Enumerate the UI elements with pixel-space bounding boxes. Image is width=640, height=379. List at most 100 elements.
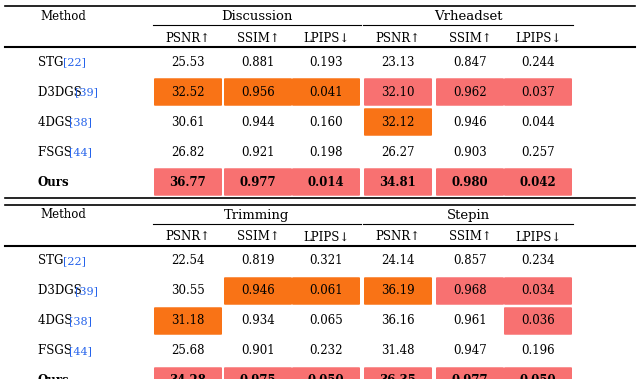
Text: 36.19: 36.19 (381, 285, 415, 298)
FancyBboxPatch shape (436, 78, 504, 106)
Text: 4DGS: 4DGS (38, 116, 76, 128)
Text: STG: STG (38, 255, 67, 268)
Text: 0.977: 0.977 (452, 374, 488, 379)
Text: 0.321: 0.321 (309, 255, 343, 268)
FancyBboxPatch shape (504, 307, 572, 335)
Text: Method: Method (40, 9, 86, 22)
Text: 32.12: 32.12 (381, 116, 415, 128)
Text: 0.881: 0.881 (241, 55, 275, 69)
Text: 0.232: 0.232 (309, 345, 343, 357)
Text: 4DGS: 4DGS (38, 315, 76, 327)
FancyBboxPatch shape (224, 277, 292, 305)
Text: Discussion: Discussion (221, 9, 292, 22)
Text: PSNR↑: PSNR↑ (376, 31, 420, 44)
Text: 34.81: 34.81 (380, 175, 417, 188)
Text: LPIPS↓: LPIPS↓ (303, 230, 349, 243)
Text: 0.975: 0.975 (240, 374, 276, 379)
Text: [44]: [44] (69, 346, 92, 356)
FancyBboxPatch shape (436, 367, 504, 379)
Text: Ours: Ours (38, 175, 70, 188)
Text: [22]: [22] (63, 57, 86, 67)
Text: 0.847: 0.847 (453, 55, 487, 69)
Text: 0.041: 0.041 (309, 86, 343, 99)
Text: 0.044: 0.044 (521, 116, 555, 128)
Text: FSGS: FSGS (38, 345, 76, 357)
Text: [39]: [39] (76, 87, 99, 97)
FancyBboxPatch shape (224, 168, 292, 196)
Text: 0.050: 0.050 (520, 374, 556, 379)
Text: 0.198: 0.198 (309, 146, 343, 158)
Text: D3DGS: D3DGS (38, 285, 86, 298)
Text: 32.10: 32.10 (381, 86, 415, 99)
Text: 34.28: 34.28 (170, 374, 207, 379)
Text: 0.193: 0.193 (309, 55, 343, 69)
Text: [38]: [38] (69, 316, 92, 326)
Text: 0.234: 0.234 (521, 255, 555, 268)
FancyBboxPatch shape (504, 277, 572, 305)
Text: 0.819: 0.819 (241, 255, 275, 268)
Text: 22.54: 22.54 (172, 255, 205, 268)
Text: 0.921: 0.921 (241, 146, 275, 158)
Text: 26.82: 26.82 (172, 146, 205, 158)
Text: 0.042: 0.042 (520, 175, 556, 188)
Text: FSGS: FSGS (38, 146, 76, 158)
Text: 32.52: 32.52 (172, 86, 205, 99)
Text: 0.968: 0.968 (453, 285, 487, 298)
FancyBboxPatch shape (224, 367, 292, 379)
Text: Trimming: Trimming (224, 208, 290, 221)
Text: SSIM↑: SSIM↑ (449, 31, 492, 44)
Text: STG: STG (38, 55, 67, 69)
Text: 0.946: 0.946 (241, 285, 275, 298)
Text: 0.956: 0.956 (241, 86, 275, 99)
Text: SSIM↑: SSIM↑ (237, 31, 280, 44)
Text: D3DGS: D3DGS (38, 86, 86, 99)
FancyBboxPatch shape (364, 78, 432, 106)
Text: 0.944: 0.944 (241, 116, 275, 128)
Text: [22]: [22] (63, 256, 86, 266)
FancyBboxPatch shape (154, 307, 222, 335)
FancyBboxPatch shape (224, 78, 292, 106)
FancyBboxPatch shape (364, 168, 432, 196)
Text: [44]: [44] (69, 147, 92, 157)
Text: 36.16: 36.16 (381, 315, 415, 327)
FancyBboxPatch shape (504, 168, 572, 196)
Text: 25.53: 25.53 (171, 55, 205, 69)
Text: 24.14: 24.14 (381, 255, 415, 268)
Text: 0.061: 0.061 (309, 285, 343, 298)
Text: 23.13: 23.13 (381, 55, 415, 69)
FancyBboxPatch shape (504, 367, 572, 379)
Text: 0.962: 0.962 (453, 86, 487, 99)
Text: 0.977: 0.977 (240, 175, 276, 188)
FancyBboxPatch shape (292, 168, 360, 196)
Text: 0.980: 0.980 (452, 175, 488, 188)
Text: 0.903: 0.903 (453, 146, 487, 158)
FancyBboxPatch shape (292, 78, 360, 106)
Text: 0.050: 0.050 (308, 374, 344, 379)
Text: SSIM↑: SSIM↑ (449, 230, 492, 243)
Text: Method: Method (40, 208, 86, 221)
Text: 0.961: 0.961 (453, 315, 487, 327)
Text: 0.160: 0.160 (309, 116, 343, 128)
FancyBboxPatch shape (154, 78, 222, 106)
FancyBboxPatch shape (364, 277, 432, 305)
Text: SSIM↑: SSIM↑ (237, 230, 280, 243)
Text: [39]: [39] (76, 286, 99, 296)
Text: 0.037: 0.037 (521, 86, 555, 99)
FancyBboxPatch shape (154, 168, 222, 196)
Text: Stepin: Stepin (447, 208, 490, 221)
Text: 0.857: 0.857 (453, 255, 487, 268)
Text: 31.48: 31.48 (381, 345, 415, 357)
FancyBboxPatch shape (364, 108, 432, 136)
Text: 30.55: 30.55 (171, 285, 205, 298)
Text: PSNR↑: PSNR↑ (166, 230, 211, 243)
Text: LPIPS↓: LPIPS↓ (515, 31, 561, 44)
Text: Ours: Ours (38, 374, 70, 379)
Text: 25.68: 25.68 (172, 345, 205, 357)
Text: PSNR↑: PSNR↑ (376, 230, 420, 243)
Text: PSNR↑: PSNR↑ (166, 31, 211, 44)
Text: 0.036: 0.036 (521, 315, 555, 327)
FancyBboxPatch shape (292, 367, 360, 379)
Text: 0.257: 0.257 (521, 146, 555, 158)
Text: 31.18: 31.18 (172, 315, 205, 327)
Text: 0.947: 0.947 (453, 345, 487, 357)
